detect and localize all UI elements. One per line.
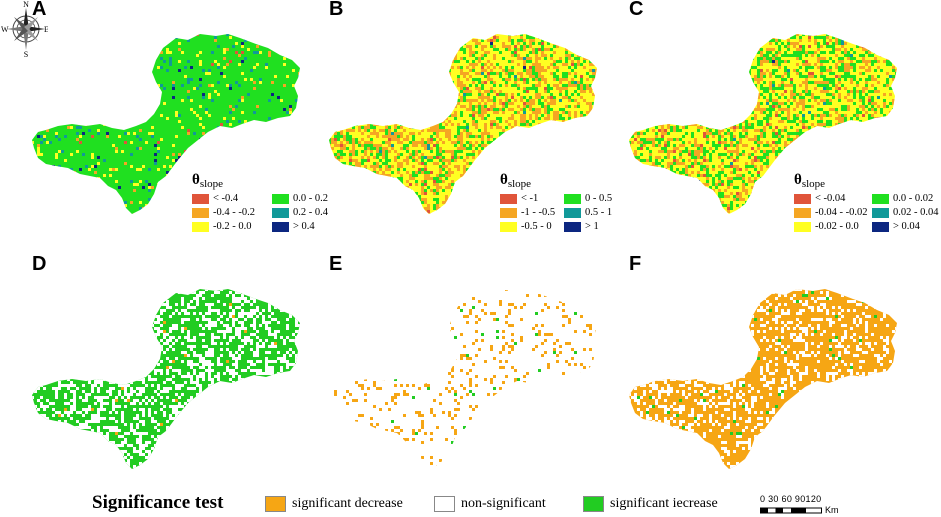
scale-ticks: 0 30 60 90120 [760,494,822,504]
panel-label-e: E [329,253,343,275]
legend-swatch [500,193,517,204]
scale-bar: 0 30 60 90120 Km [760,494,839,515]
panel-label-d: D [32,253,47,275]
legend-swatch [583,496,604,512]
slope-legend-title: θslope [794,172,826,190]
legend-swatch [192,207,209,218]
legend-swatch [434,496,455,512]
compass-n: N [23,0,29,9]
legend-swatch [272,193,289,204]
scale-unit: Km [825,505,839,515]
legend-item: 0 - 0.5 [564,193,628,204]
map-region-c [629,34,897,214]
significance-legend: Significance test significant decrease n… [0,486,941,517]
legend-swatch [564,207,581,218]
sig-item-increase: significant iecrease [583,496,718,512]
map-panel-a: A [28,0,333,232]
sig-item-nonsig: non-significant [434,496,546,512]
legend-item: 0.02 - 0.04 [872,207,939,218]
legend-swatch [272,221,289,232]
legend-item: -0.4 - -0.2 [192,207,272,218]
legend-swatch [794,193,811,204]
legend-swatch [265,496,286,512]
legend-swatch [872,221,889,232]
compass-rose-icon: N S W E [1,0,48,58]
slope-legend-c: θslope < -0.04 0.0 - 0.02 -0.04 - -0.02 … [794,172,939,232]
slope-legend-title: θslope [192,172,224,190]
map-region-e [329,289,597,469]
panel-label-c: C [629,0,644,20]
scale-bar-graphic [760,507,822,513]
legend-swatch [794,207,811,218]
map-region-b [329,34,597,214]
map-panel-b: B [325,0,630,232]
map-region-d [32,289,300,469]
significance-title: Significance test [92,492,224,513]
panel-label-a: A [32,0,47,20]
legend-item: -0.02 - 0.0 [794,221,872,232]
map-region-a [32,34,300,214]
legend-swatch [794,221,811,232]
map-panel-c: C [625,0,930,232]
legend-swatch [192,193,209,204]
map-panel-f: F [625,253,930,487]
legend-swatch [564,193,581,204]
legend-item: -0.5 - 0 [500,221,564,232]
legend-item: 0.0 - 0.2 [272,193,352,204]
legend-item: < -0.4 [192,193,272,204]
sig-item-decrease: significant decrease [265,496,403,512]
legend-item: 0.2 - 0.4 [272,207,352,218]
legend-item: > 0.04 [872,221,936,232]
legend-swatch [192,221,209,232]
slope-legend-a: θslope < -0.4 0.0 - 0.2 -0.4 - -0.2 0.2 … [192,172,352,232]
legend-swatch [872,207,889,218]
legend-item: > 1 [564,221,628,232]
legend-item: < -1 [500,193,564,204]
panel-label-f: F [629,253,642,275]
legend-swatch [272,207,289,218]
map-panel-e: E [325,253,630,487]
legend-swatch [564,221,581,232]
map-panel-d: D [28,253,333,487]
legend-item: -1 - -0.5 [500,207,564,218]
legend-swatch [500,221,517,232]
map-region-f [629,289,897,469]
compass-w: W [1,25,9,34]
legend-item: > 0.4 [272,221,352,232]
panel-label-b: B [329,0,344,20]
legend-item: -0.2 - 0.0 [192,221,272,232]
legend-item: 0.0 - 0.02 [872,193,936,204]
legend-item: < -0.04 [794,193,872,204]
compass-s: S [24,50,28,58]
compass-e: E [44,25,48,34]
legend-item: 0.5 - 1 [564,207,628,218]
legend-item: -0.04 - -0.02 [794,207,872,218]
slope-legend-b: θslope < -1 0 - 0.5 -1 - -0.5 0.5 - 1 -0… [500,172,628,232]
legend-swatch [872,193,889,204]
legend-swatch [500,207,517,218]
slope-legend-title: θslope [500,172,532,190]
